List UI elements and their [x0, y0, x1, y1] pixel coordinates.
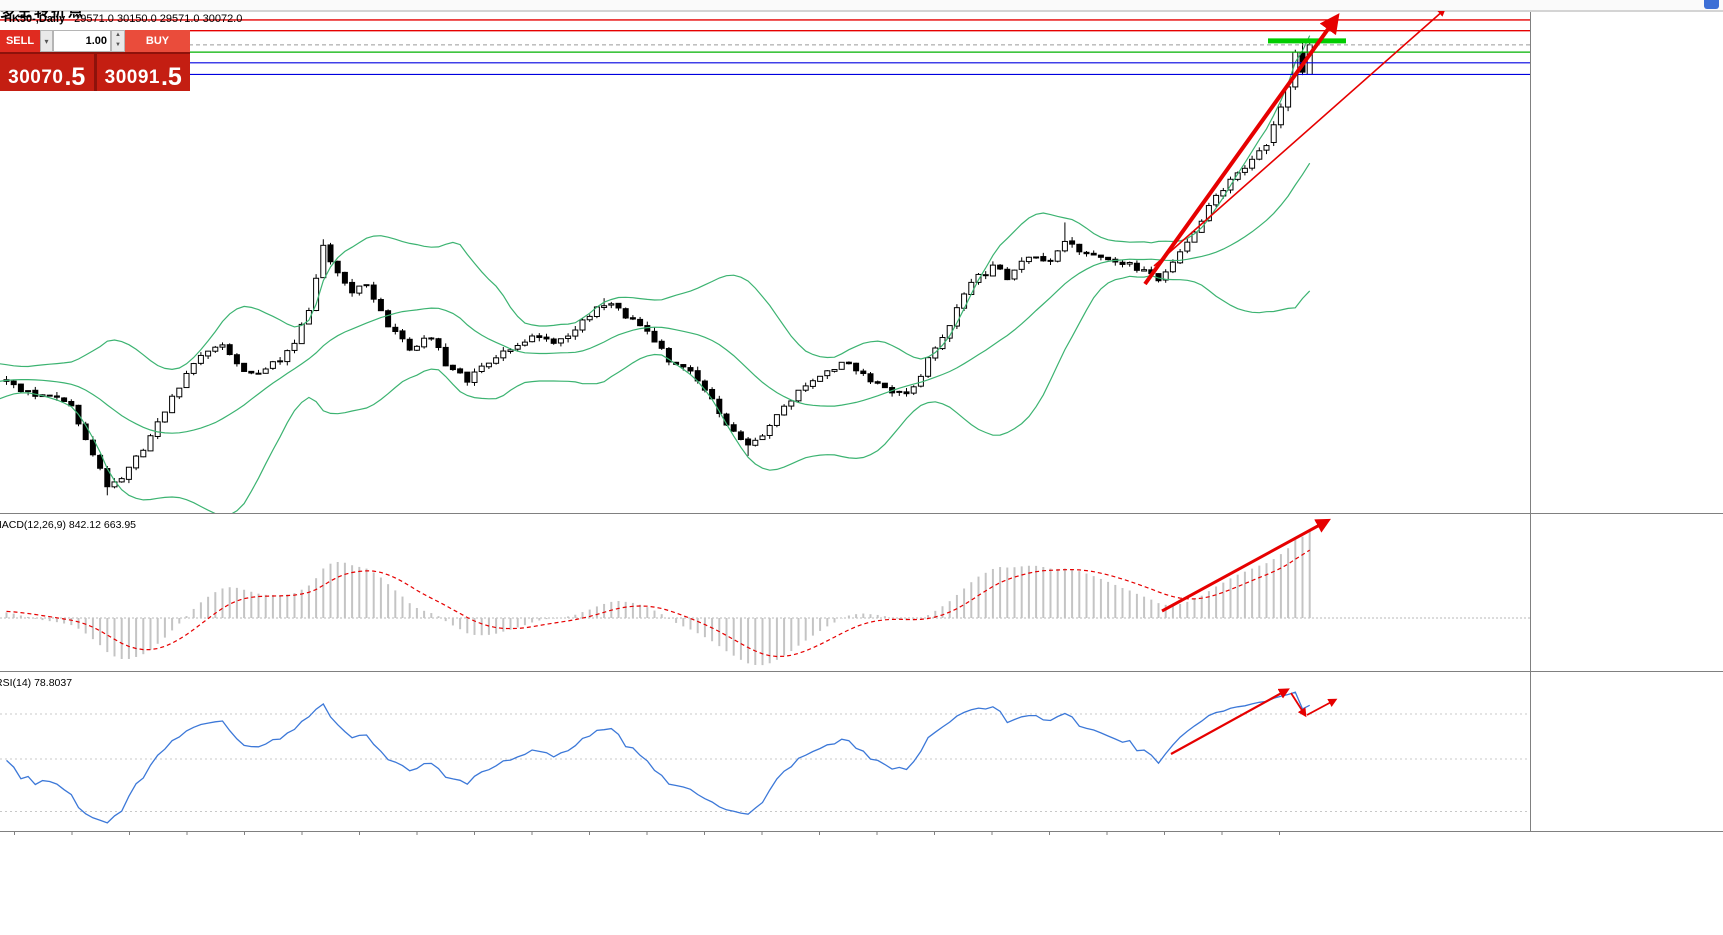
stepper-up-icon[interactable]: ▲	[115, 32, 121, 38]
one-click-trading-panel: SELL ▾ ▲ ▼ BUY 30070.5 30091.5	[0, 30, 190, 91]
ask-price-panel[interactable]: 30091.5	[96, 54, 190, 91]
chevron-down-icon[interactable]: ▾	[40, 30, 53, 52]
trade-buttons-row: SELL ▾ ▲ ▼ BUY	[0, 30, 190, 52]
ask-pip: .5	[160, 63, 182, 91]
top-right-icon	[1704, 0, 1719, 9]
bid-price: 30070	[8, 67, 64, 88]
ask-price: 30091	[104, 67, 160, 88]
bid-price-panel[interactable]: 30070.5	[0, 54, 94, 91]
symbol-period-label: HK50-,Daily	[4, 13, 66, 25]
time-axis[interactable]	[0, 833, 1532, 848]
sell-button[interactable]: SELL	[0, 30, 40, 52]
ohlc-values: 29571.0 30150.0 29571.0 30072.0	[74, 13, 243, 25]
bid-ask-row: 30070.5 30091.5	[0, 54, 190, 91]
volume-input[interactable]	[53, 30, 111, 52]
toolbar[interactable]	[0, 0, 1723, 11]
volume-stepper[interactable]: ▲ ▼	[111, 30, 125, 52]
buy-button[interactable]: BUY	[125, 30, 190, 52]
macd-indicator-label: MACD(12,26,9) 842.12 663.95	[0, 519, 137, 531]
stepper-down-icon[interactable]: ▼	[115, 42, 121, 48]
bid-pip: .5	[64, 63, 86, 91]
chart-title: HK50-,Daily 29571.0 30150.0 29571.0 30072…	[4, 13, 242, 25]
rsi-indicator-label: RSI(14) 78.8037	[0, 677, 73, 689]
